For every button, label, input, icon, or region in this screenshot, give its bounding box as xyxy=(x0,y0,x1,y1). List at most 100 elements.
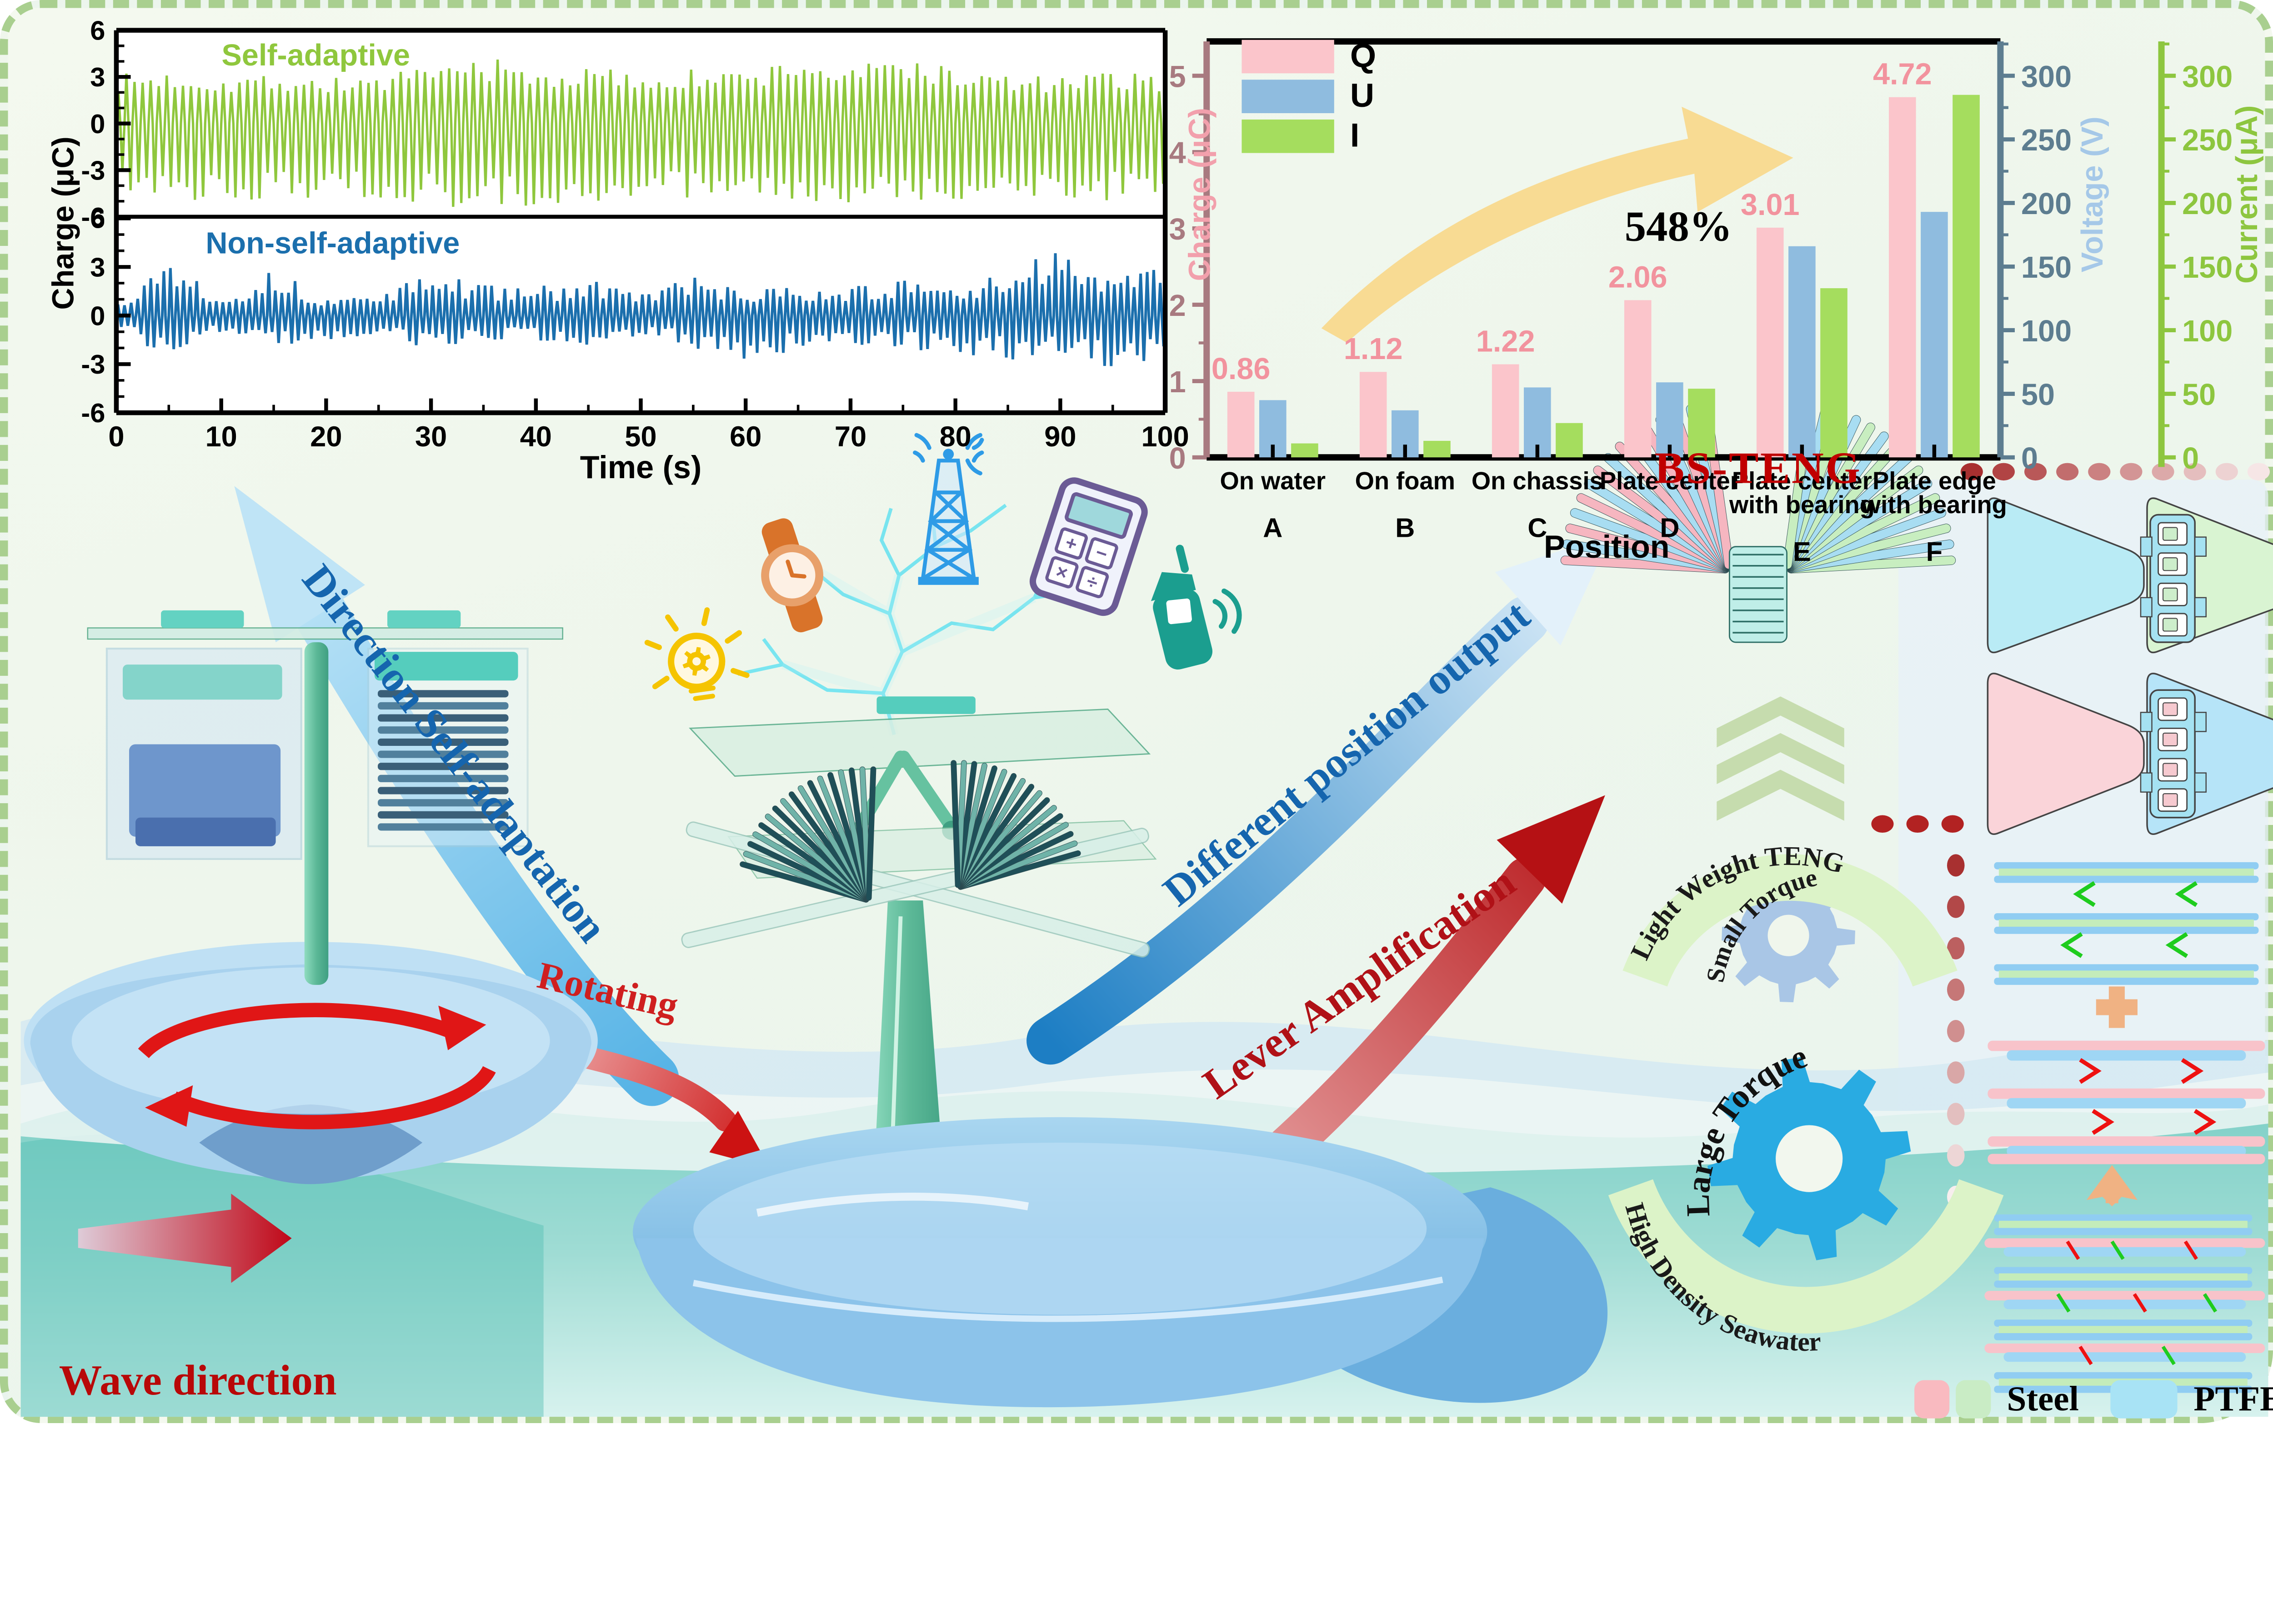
bar-i-E xyxy=(1820,288,1847,458)
current-tick-label: 0 xyxy=(2182,442,2199,475)
ptfe-label: PTFE xyxy=(2193,1378,2273,1419)
walkie-talkie-icon xyxy=(1151,545,1242,670)
path-dot xyxy=(2120,463,2143,481)
category-label: Plate center xyxy=(1732,467,1872,495)
ptfe-layer xyxy=(1994,862,2259,869)
calc-key xyxy=(1045,556,1079,589)
x-tick-label: 100 xyxy=(1141,421,1189,453)
path-dot xyxy=(1947,895,1965,918)
up-chevron xyxy=(1717,770,1844,821)
hinge-tab xyxy=(2140,536,2153,557)
path-dot xyxy=(1960,463,1983,481)
path-dot xyxy=(2056,463,2079,481)
position-output-bar-chart: 0 1 2 3 4 5 0 50 100 150 200 250 300 0 50 100 150 200 250 3… xyxy=(1168,18,2273,585)
legend-label-U: U xyxy=(1350,76,1374,114)
artwork-layer: Light Weight TENG Small Torque Large Tor… xyxy=(20,401,2273,1417)
x-tick-label: 90 xyxy=(1044,421,1076,453)
pink-blue-strips-stack xyxy=(1988,1040,2265,1164)
x-tick-label: 20 xyxy=(310,421,342,453)
micro-chevron xyxy=(2056,1293,2071,1313)
q-value-label: 1.22 xyxy=(1476,325,1535,358)
steel-label: Steel xyxy=(2007,1378,2079,1419)
motion-chevron xyxy=(2175,881,2198,907)
q-value-label: 0.86 xyxy=(1212,352,1271,386)
fin xyxy=(377,714,509,722)
hinge-column xyxy=(2149,514,2196,643)
path-dot xyxy=(1871,815,1894,833)
plot-background xyxy=(116,30,1166,413)
steel-plate xyxy=(1988,1154,2265,1164)
micro-chevron xyxy=(2183,1240,2198,1260)
bowtie-diagram-bottom xyxy=(1987,673,2273,835)
path-dot xyxy=(1941,815,1964,833)
hinge-clip xyxy=(2163,587,2178,601)
y-tick-label: 6 xyxy=(90,203,105,234)
ptfe-layer xyxy=(1994,1319,2253,1327)
x-tick-label: 80 xyxy=(940,421,971,453)
ptfe-swatch xyxy=(2111,1380,2178,1419)
y-tick-label: -3 xyxy=(81,349,105,380)
path-dot xyxy=(1947,854,1965,877)
blade xyxy=(951,760,961,888)
motion-chevron xyxy=(2060,932,2083,958)
micro-chevron xyxy=(2078,1345,2093,1365)
fan-hinge xyxy=(1728,546,1787,643)
hinge-tab xyxy=(2194,597,2207,618)
steel-plate xyxy=(1984,1291,2265,1301)
dotted-path-top xyxy=(1960,463,2270,481)
q-value-label: 2.06 xyxy=(1608,260,1667,294)
current-tick-label: 100 xyxy=(2182,315,2233,348)
x-tick-label: 0 xyxy=(108,421,124,453)
hinge-column xyxy=(2149,689,2196,819)
bar-i-C xyxy=(1556,423,1583,458)
graphical-abstract: Light Weight TENG Small Torque Large Tor… xyxy=(0,0,2273,1424)
self-adaptive-label: Self-adaptive xyxy=(221,40,411,74)
figure-stage: Light Weight TENG Small Torque Large Tor… xyxy=(0,0,2273,1424)
materials-legend: Steel PTFE xyxy=(1914,1379,2273,1420)
steel-layer xyxy=(1998,1326,2248,1334)
ptfe-layer xyxy=(1994,964,2259,972)
steel-layer xyxy=(1998,1220,2248,1229)
charge-tick-label: 5 xyxy=(1169,60,1186,94)
ptfe-plate xyxy=(2003,1247,2246,1257)
bar-u-E xyxy=(1788,246,1816,458)
charge-time-chart: 6 3 0 -3 -6 6 3 0 -3 -6 0 10 20 30 40 50 60 70 80 90 100 Sel… xyxy=(30,15,1189,496)
category-label: Plate edge xyxy=(1872,467,1996,495)
voltage-tick-label: 0 xyxy=(2021,442,2038,475)
category-label: Plate center xyxy=(1600,467,1740,495)
voltage-tick-label: 300 xyxy=(2021,60,2072,94)
radio-tower-icon xyxy=(913,433,984,585)
current-axis-label: Current (μA) xyxy=(2231,105,2265,284)
path-dot xyxy=(2152,463,2174,481)
bar-i-B xyxy=(1423,440,1451,458)
category-label: with bearing xyxy=(1729,491,1875,519)
hinge-tab xyxy=(2140,772,2153,793)
left-device-illustration xyxy=(24,610,598,1184)
path-dot xyxy=(1947,937,1965,959)
fin xyxy=(377,775,509,782)
percent-annotation: 548% xyxy=(1624,202,1732,250)
fin xyxy=(377,811,509,819)
fin xyxy=(377,738,509,746)
hinge-clip xyxy=(2163,527,2178,541)
hinge-tab xyxy=(2194,712,2207,732)
center-bellow-right xyxy=(951,760,1081,890)
charge-tick-label: 1 xyxy=(1169,365,1186,399)
ptfe-layer xyxy=(1994,1372,2253,1379)
charge-tick-label: 0 xyxy=(1169,442,1186,475)
ptfe-layer xyxy=(1994,1214,2253,1222)
ptfe-plate xyxy=(2007,1098,2246,1109)
y-tick-label: -6 xyxy=(81,202,105,232)
charge-tick-label: 3 xyxy=(1169,213,1186,246)
bar-q-F xyxy=(1888,97,1916,458)
center-float xyxy=(633,1117,1608,1408)
combined-layer-stack xyxy=(1984,1214,2265,1393)
bar-q-B xyxy=(1359,372,1387,458)
direction-self-adaptation-arrow xyxy=(234,486,679,1106)
ptfe-layer xyxy=(1994,875,2259,883)
legend-swatch-U xyxy=(1242,80,1334,113)
hinge-clip xyxy=(2163,732,2178,747)
bulb-gear-hole xyxy=(692,657,701,666)
category-label: On water xyxy=(1220,467,1326,495)
category-label: with bearing xyxy=(1861,491,2007,519)
